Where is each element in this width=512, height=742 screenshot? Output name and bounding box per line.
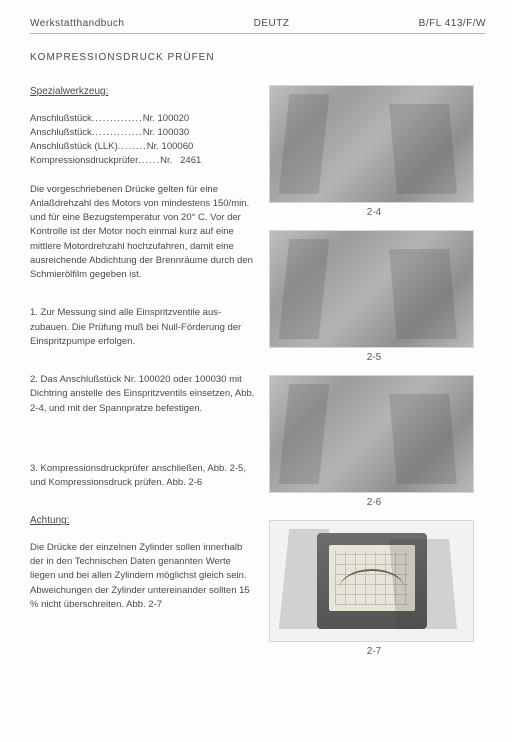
tool-label: Kompressionsdruckprüfer [30, 154, 138, 168]
gauge-curve [339, 569, 405, 603]
tool-dots: .............. [92, 126, 143, 140]
tool-label: Anschlußstück [30, 112, 92, 126]
content-columns: Spezialwerkzeug: Anschlußstück .........… [30, 85, 486, 669]
tool-dots: .............. [92, 112, 143, 126]
tool-label: Anschlußstück (LLK) [30, 140, 118, 154]
tool-number: Nr. 100020 [143, 112, 189, 126]
gauge-icon [317, 533, 427, 629]
tool-number: Nr. 100060 [147, 140, 193, 154]
header-right: B/FL 413/F/W [419, 18, 486, 29]
tool-number: Nr. 2461 [160, 154, 201, 168]
tool-row: Anschlußstück (LLK) ........ Nr. 100060 [30, 140, 255, 154]
figure-caption: 2-5 [269, 352, 479, 363]
right-column: 2-4 2-5 2-6 2-7 [269, 85, 479, 669]
intro-paragraph: Die vorgeschriebenen Drücke gelten für e… [30, 183, 255, 283]
figure-2-6: 2-6 [269, 375, 479, 508]
header-center: DEUTZ [254, 18, 290, 29]
figure-image [269, 230, 474, 348]
gauge-screen [329, 545, 415, 611]
tool-number: Nr. 100030 [143, 126, 189, 140]
figure-caption: 2-4 [269, 207, 479, 218]
tool-row: Anschlußstück .............. Nr. 100020 [30, 112, 255, 126]
figure-image-gauge [269, 520, 474, 642]
page: Werkstatthandbuch DEUTZ B/FL 413/F/W KOM… [0, 0, 512, 742]
figure-2-5: 2-5 [269, 230, 479, 363]
step-1: 1. Zur Messung sind alle Einspritzventil… [30, 306, 255, 349]
header-rule [30, 33, 486, 34]
figure-caption: 2-6 [269, 497, 479, 508]
attention-body: Die Drücke der einzelnen Zylinder sollen… [30, 541, 255, 612]
figure-caption: 2-7 [269, 646, 479, 657]
figure-image [269, 375, 474, 493]
tools-heading: Spezialwerkzeug: [30, 85, 108, 100]
attention-heading: Achtung: [30, 514, 69, 529]
tool-label: Anschlußstück [30, 126, 92, 140]
tool-list: Anschlußstück .............. Nr. 100020 … [30, 112, 255, 169]
figure-2-4: 2-4 [269, 85, 479, 218]
figure-2-7: 2-7 [269, 520, 479, 657]
tool-row: Anschlußstück .............. Nr. 100030 [30, 126, 255, 140]
step-2: 2. Das Anschlußstück Nr. 100020 oder 100… [30, 373, 255, 416]
tool-dots: ...... [138, 154, 160, 168]
page-title: KOMPRESSIONSDRUCK PRÜFEN [30, 52, 486, 63]
page-header: Werkstatthandbuch DEUTZ B/FL 413/F/W [30, 18, 486, 29]
header-left: Werkstatthandbuch [30, 18, 124, 29]
step-3: 3. Kompressionsdruckprüfer anschließen, … [30, 462, 255, 491]
tool-row: Kompressionsdruckprüfer ...... Nr. 2461 [30, 154, 255, 168]
figure-image [269, 85, 474, 203]
left-column: Spezialwerkzeug: Anschlußstück .........… [30, 85, 255, 669]
tool-dots: ........ [118, 140, 147, 154]
